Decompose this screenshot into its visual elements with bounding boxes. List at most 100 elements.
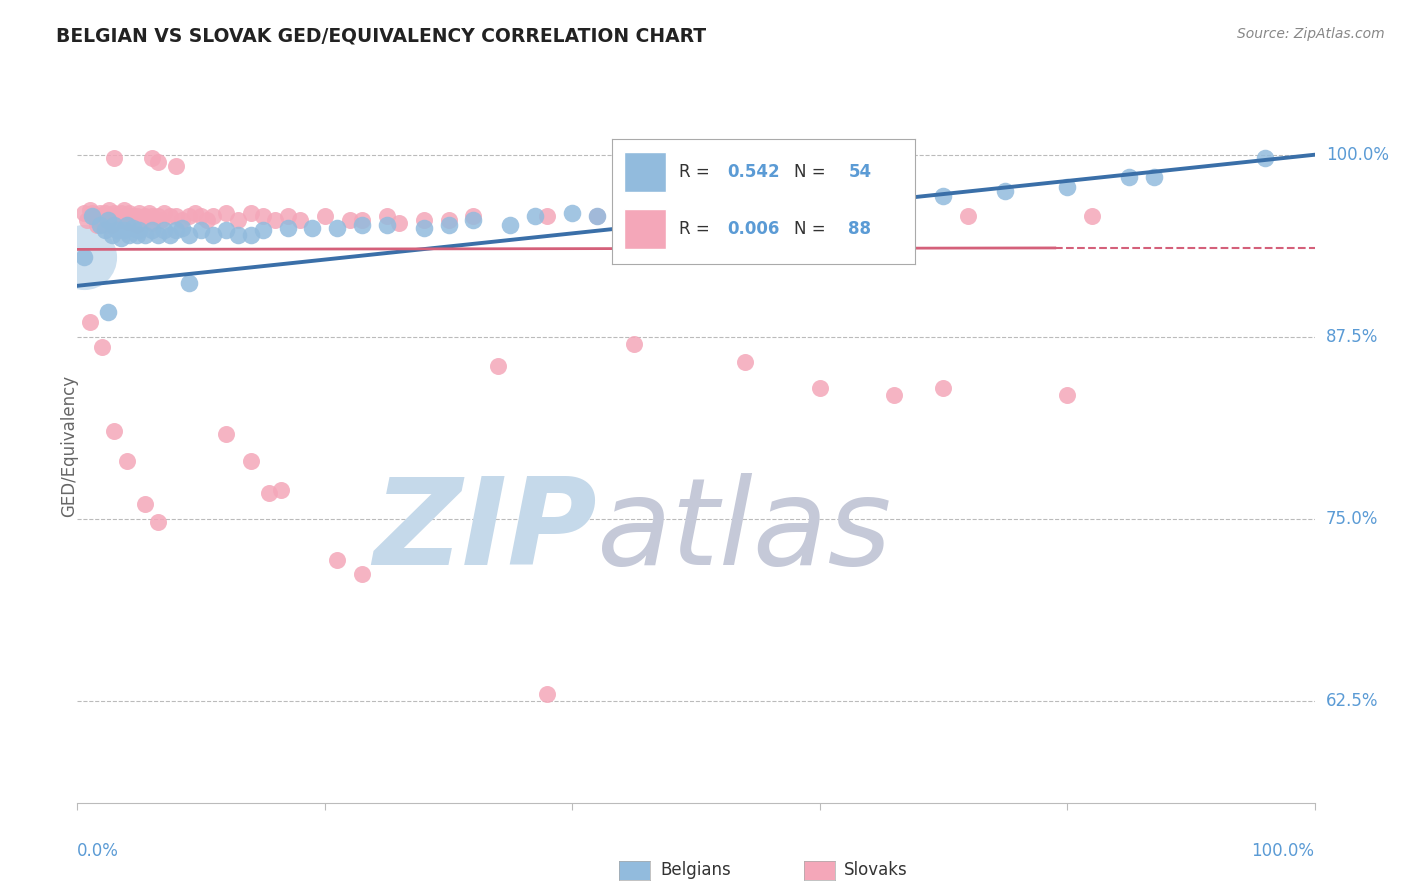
Point — [103, 425, 125, 439]
Point — [932, 188, 955, 202]
Point — [177, 276, 200, 290]
Point — [202, 209, 225, 223]
Point — [112, 203, 135, 218]
Point — [536, 209, 558, 223]
Point — [153, 206, 176, 220]
Point — [141, 223, 163, 237]
Point — [350, 218, 373, 232]
Point — [184, 206, 207, 220]
Point — [146, 209, 169, 223]
Point — [264, 213, 287, 227]
Point — [118, 227, 141, 242]
Point — [808, 194, 831, 209]
Point — [115, 218, 138, 232]
Point — [79, 315, 101, 329]
Point — [125, 209, 148, 223]
Point — [226, 227, 249, 242]
Point — [105, 209, 128, 223]
Point — [412, 213, 434, 227]
Point — [226, 213, 249, 227]
Point — [524, 209, 547, 223]
Point — [141, 209, 163, 223]
Point — [270, 483, 292, 497]
Point — [122, 220, 145, 235]
Point — [125, 227, 148, 242]
Point — [326, 220, 349, 235]
Point — [623, 206, 645, 220]
Point — [277, 209, 299, 223]
Point — [1056, 388, 1078, 402]
Point — [202, 227, 225, 242]
Point — [97, 305, 120, 319]
Point — [91, 340, 114, 354]
Point — [957, 209, 980, 223]
Point — [252, 209, 274, 223]
Point — [86, 218, 108, 232]
Point — [134, 227, 156, 242]
Point — [101, 218, 124, 232]
Point — [710, 199, 733, 213]
Point — [314, 209, 336, 223]
Point — [134, 209, 156, 223]
Point — [301, 220, 323, 235]
Point — [165, 209, 187, 223]
Point — [79, 203, 101, 218]
Point — [115, 453, 138, 467]
Point — [288, 213, 311, 227]
Point — [375, 209, 398, 223]
Point — [932, 381, 955, 395]
Point — [141, 216, 163, 230]
Point — [83, 209, 105, 223]
Point — [103, 206, 125, 220]
Point — [82, 209, 104, 223]
Point — [1143, 169, 1166, 184]
Point — [159, 227, 181, 242]
Point — [101, 227, 124, 242]
Point — [141, 151, 163, 165]
Point — [1118, 169, 1140, 184]
Text: Belgians: Belgians — [661, 861, 731, 879]
Text: 87.5%: 87.5% — [1326, 327, 1378, 346]
Point — [870, 191, 893, 205]
Point — [110, 231, 132, 245]
Text: 75.0%: 75.0% — [1326, 510, 1378, 528]
Point — [252, 223, 274, 237]
Point — [463, 213, 485, 227]
Point — [125, 218, 148, 232]
Point — [115, 209, 138, 223]
Point — [93, 213, 115, 227]
Text: ZIP: ZIP — [373, 473, 598, 591]
Point — [93, 206, 115, 220]
Point — [96, 209, 118, 223]
Text: 62.5%: 62.5% — [1326, 692, 1378, 710]
Point — [112, 223, 135, 237]
Point — [150, 213, 173, 227]
Point — [883, 388, 905, 402]
Point — [195, 213, 218, 227]
Text: 0.0%: 0.0% — [77, 842, 120, 860]
Point — [350, 213, 373, 227]
Point — [101, 209, 124, 223]
Point — [1056, 179, 1078, 194]
Point — [146, 155, 169, 169]
Point — [98, 211, 121, 225]
Point — [177, 209, 200, 223]
Point — [172, 213, 194, 227]
Point — [257, 485, 280, 500]
Point — [1081, 209, 1104, 223]
Point — [350, 567, 373, 582]
Point — [89, 206, 111, 220]
Point — [118, 206, 141, 220]
Point — [994, 184, 1017, 198]
Point — [586, 209, 609, 223]
Point — [215, 427, 238, 442]
Point — [153, 223, 176, 237]
Point — [747, 194, 769, 209]
Point — [808, 381, 831, 395]
Point — [659, 209, 682, 223]
Point — [110, 206, 132, 220]
Text: BELGIAN VS SLOVAK GED/EQUIVALENCY CORRELATION CHART: BELGIAN VS SLOVAK GED/EQUIVALENCY CORREL… — [56, 27, 706, 45]
Point — [84, 213, 107, 227]
Text: 100.0%: 100.0% — [1251, 842, 1315, 860]
Point — [96, 218, 118, 232]
